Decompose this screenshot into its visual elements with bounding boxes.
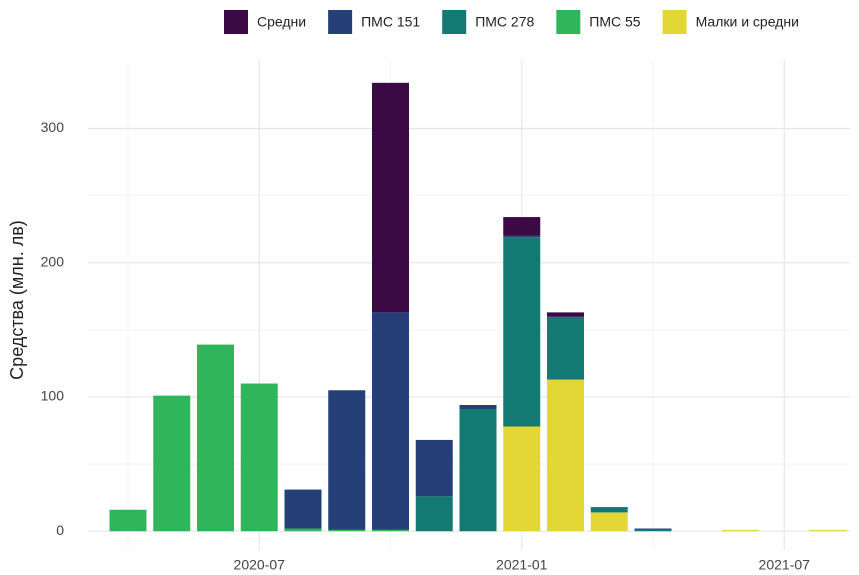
bar-segment: [328, 529, 366, 532]
legend-label: ПМС 151: [361, 14, 420, 30]
bar-segment: [547, 379, 584, 532]
bar-segment: [284, 528, 322, 532]
y-tick-label: 200: [41, 253, 65, 269]
legend-label: Средни: [257, 14, 306, 30]
bar-segment: [459, 409, 497, 532]
bar-segment: [547, 317, 584, 380]
legend-swatch: [662, 10, 687, 34]
legend-label: ПМС 55: [589, 14, 641, 30]
bar-segment: [809, 529, 847, 532]
bar-segment: [503, 235, 541, 238]
bar-segment: [109, 509, 147, 532]
bar-segment: [372, 312, 409, 530]
bar-segment: [634, 528, 672, 530]
bar-segment: [459, 405, 497, 410]
legend-swatch: [556, 10, 581, 34]
bar-segment: [722, 529, 759, 532]
bar-segment: [240, 383, 278, 532]
bar-segment: [547, 312, 584, 317]
legend-swatch: [442, 10, 467, 34]
bar-segment: [547, 316, 584, 318]
bar-segment: [590, 507, 628, 513]
bar-segment: [284, 489, 322, 529]
bar-segment: [415, 496, 453, 532]
y-tick-label: 100: [41, 388, 65, 404]
bar-segment: [590, 512, 628, 532]
y-tick-label: 0: [56, 522, 64, 538]
x-tick-label: 2020-07: [234, 557, 286, 573]
bar-segment: [328, 390, 366, 530]
legend-swatch: [224, 10, 248, 34]
bar-segment: [197, 344, 234, 532]
bar-segment: [503, 217, 541, 236]
bar-segment: [153, 395, 191, 532]
legend-swatch: [328, 10, 353, 34]
bar-segment: [372, 529, 409, 532]
bar-segment: [503, 426, 541, 532]
legend-label: ПМС 278: [475, 14, 534, 30]
bar-segment: [372, 82, 409, 313]
y-axis-label: Средства (млн. лв): [7, 220, 27, 380]
bar-segment: [503, 237, 541, 427]
bar-segment: [634, 529, 672, 532]
y-tick-label: 300: [41, 119, 65, 135]
x-tick-label: 2021-01: [496, 557, 548, 573]
x-tick-label: 2021-07: [759, 557, 811, 573]
legend-label: Малки и средни: [696, 14, 799, 30]
bar-segment: [415, 439, 453, 497]
